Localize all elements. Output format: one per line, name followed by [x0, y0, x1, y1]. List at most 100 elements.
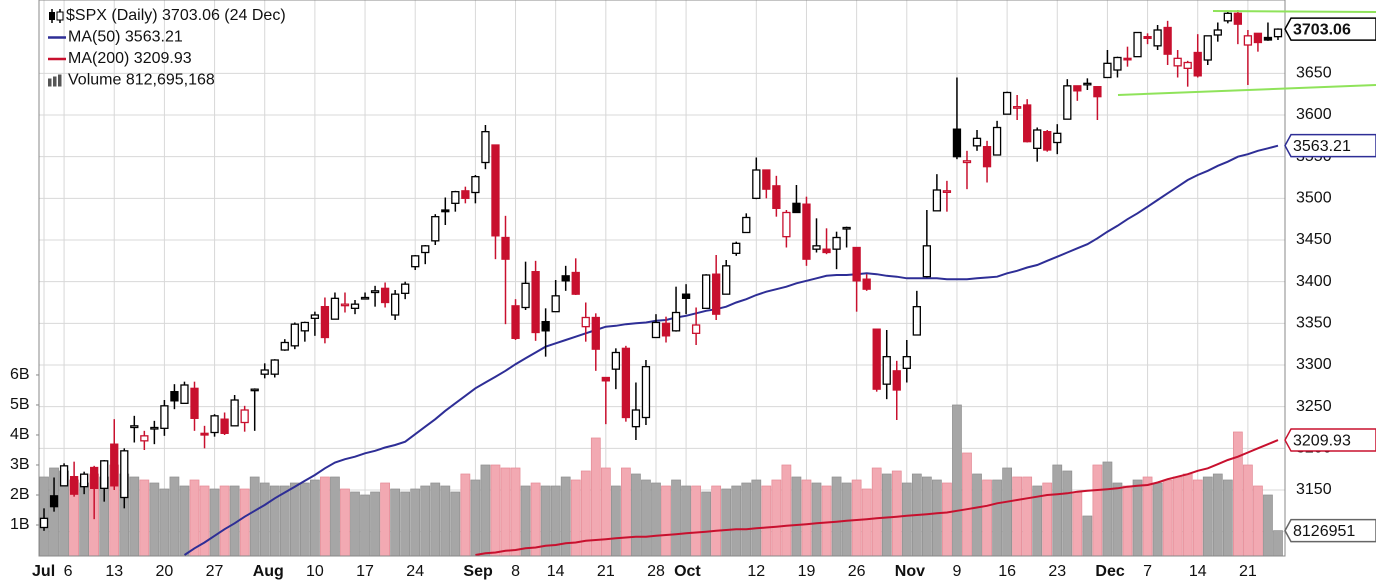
candle-body [1133, 31, 1142, 58]
candle-body [762, 169, 771, 190]
candle-body [120, 450, 129, 499]
volume-bar [139, 479, 150, 556]
volume-bar [289, 482, 300, 556]
volume-bar [952, 404, 962, 556]
x-tick-label: 27 [206, 563, 224, 580]
volume-bar [299, 482, 310, 556]
x-tick-label: 13 [105, 563, 123, 580]
candle-body [471, 176, 480, 194]
candle-body [360, 296, 370, 300]
trend-line [1117, 84, 1376, 96]
y-tick-label: 3500 [1296, 190, 1332, 207]
volume-bar [701, 491, 712, 556]
ma-line [183, 144, 1279, 556]
volume-bar [881, 473, 892, 556]
candle-body [902, 356, 911, 369]
candle-body [922, 245, 932, 278]
volume-bar [1263, 494, 1273, 556]
y-tick-label: 3450 [1296, 231, 1332, 248]
candle-body [962, 160, 972, 164]
volume-layer [39, 404, 1283, 556]
volume-bar [791, 476, 802, 556]
candle-body [621, 347, 631, 419]
value-marker-label: 3209.93 [1293, 432, 1351, 449]
x-tick-label: 12 [747, 563, 765, 580]
volume-bar [731, 485, 742, 556]
value-marker [1284, 518, 1376, 543]
volume-bar [861, 488, 872, 556]
candle-body [190, 387, 199, 419]
volume-bar [350, 491, 360, 556]
candle-body [340, 303, 350, 307]
x-tick-label: 20 [156, 563, 174, 580]
volume-bar [400, 491, 411, 556]
candle-body [972, 137, 982, 147]
volume-bar [580, 470, 591, 556]
candle-body [461, 190, 470, 199]
candle-body [260, 369, 269, 375]
volume-bar [1072, 491, 1083, 556]
candle-body [330, 297, 340, 320]
volume-bar [821, 485, 832, 556]
volume-bar [1142, 476, 1153, 556]
candle-body [320, 306, 330, 339]
candle-body [591, 316, 600, 350]
x-tick-label: 10 [306, 563, 324, 580]
candle-body [661, 322, 671, 337]
volume-bar [651, 482, 661, 556]
volume-bar [380, 482, 390, 556]
x-tick-label: 21 [597, 563, 615, 580]
volume-bar [370, 491, 380, 556]
volume-bar [831, 476, 842, 556]
volume-bar [129, 476, 140, 556]
candle-body [481, 131, 490, 164]
volume-bar [721, 488, 732, 556]
candle-body [431, 216, 440, 242]
volume-bar [1273, 530, 1283, 556]
candle-body [932, 189, 942, 212]
candle-body [210, 415, 219, 434]
volume-bar [330, 476, 340, 556]
candle-body [732, 242, 741, 254]
candle-body [1243, 35, 1253, 46]
volume-bar [1052, 464, 1063, 556]
candle-body [882, 356, 891, 385]
volume-bar [310, 479, 320, 556]
candle-body [742, 216, 751, 234]
candle-body [892, 370, 901, 391]
legend-label: $SPX (Daily) 3703.06 (24 Dec) [66, 7, 286, 24]
candle-body [842, 226, 851, 230]
volume-bar [681, 485, 691, 556]
x-tick-label: 26 [848, 563, 866, 580]
candle-body [370, 290, 380, 294]
candle-body [1233, 12, 1243, 25]
volume-bar [781, 464, 792, 556]
candle-body [1193, 51, 1202, 77]
x-tick-label: 6 [64, 563, 73, 580]
volume-bar [259, 482, 270, 556]
candle-body [671, 311, 681, 332]
x-tick-label: Sep [463, 563, 493, 580]
candle-body [571, 271, 580, 295]
y2-tick-label: 6B [10, 366, 30, 383]
volume-bar [1172, 476, 1183, 556]
legend-icon [48, 78, 52, 87]
candle-body [601, 376, 610, 382]
candle-body [1012, 106, 1022, 109]
volume-bar [199, 485, 210, 556]
x-tick-label: Aug [253, 563, 284, 580]
volume-bar [1243, 464, 1253, 556]
volume-bar [269, 485, 280, 556]
volume-bar [320, 476, 330, 556]
candle-body [280, 341, 289, 351]
volume-bar [1022, 476, 1033, 556]
volume-bar [600, 467, 611, 556]
candle-body [611, 351, 621, 370]
volume-bar [570, 479, 581, 556]
candle-body [712, 273, 721, 315]
candle-body [1043, 131, 1052, 151]
value-marker [1284, 17, 1376, 41]
candle-body [180, 384, 189, 404]
candle-body [110, 443, 119, 487]
volume-bar [500, 467, 511, 556]
